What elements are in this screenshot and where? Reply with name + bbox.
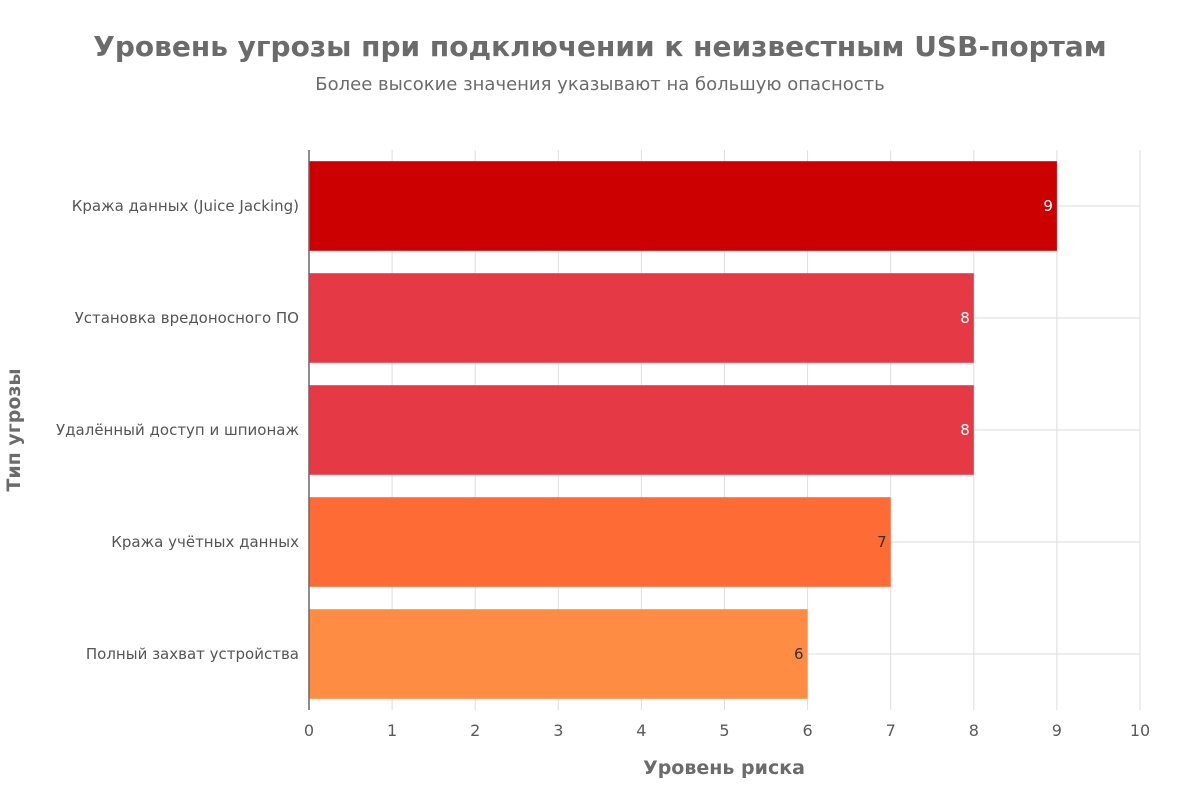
x-tick-label: 3 bbox=[553, 721, 563, 740]
bars bbox=[309, 161, 1057, 699]
bar-value-label: 9 bbox=[1043, 197, 1053, 215]
chart-subtitle: Более высокие значения указывают на боль… bbox=[315, 74, 885, 95]
category-labels: Кража данных (Juice Jacking) Установка вр… bbox=[56, 197, 299, 663]
value-labels: 9 8 8 7 6 bbox=[794, 197, 1053, 663]
x-tick-label: 10 bbox=[1130, 721, 1150, 740]
category-label: Полный захват устройства bbox=[86, 645, 299, 663]
x-tick-label: 1 bbox=[387, 721, 397, 740]
x-tick-label: 7 bbox=[886, 721, 896, 740]
x-tick-label: 2 bbox=[470, 721, 480, 740]
bar-value-label: 8 bbox=[960, 309, 970, 327]
bar bbox=[309, 161, 1057, 251]
bar-value-label: 6 bbox=[794, 645, 804, 663]
bar bbox=[309, 609, 808, 699]
chart-title: Уровень угрозы при подключении к неизвес… bbox=[93, 30, 1106, 63]
x-axis-title: Уровень риска bbox=[643, 757, 805, 779]
x-tick-label: 0 bbox=[304, 721, 314, 740]
category-label: Удалённый доступ и шпионаж bbox=[56, 421, 299, 439]
category-label: Кража данных (Juice Jacking) bbox=[72, 197, 299, 215]
x-tick-label: 9 bbox=[1052, 721, 1062, 740]
bar-value-label: 7 bbox=[877, 533, 887, 551]
bar bbox=[309, 273, 974, 363]
x-tick-label: 6 bbox=[803, 721, 813, 740]
bar bbox=[309, 497, 891, 587]
category-label: Кража учётных данных bbox=[111, 533, 299, 551]
x-tick-labels: 0 1 2 3 4 5 6 7 8 9 10 bbox=[304, 721, 1150, 740]
x-tick-label: 5 bbox=[719, 721, 729, 740]
bar-value-label: 8 bbox=[960, 421, 970, 439]
y-axis-title: Тип угрозы bbox=[3, 368, 25, 491]
category-label: Установка вредоносного ПО bbox=[75, 309, 299, 327]
bar bbox=[309, 385, 974, 475]
x-tick-label: 8 bbox=[969, 721, 979, 740]
x-tick-label: 4 bbox=[636, 721, 646, 740]
